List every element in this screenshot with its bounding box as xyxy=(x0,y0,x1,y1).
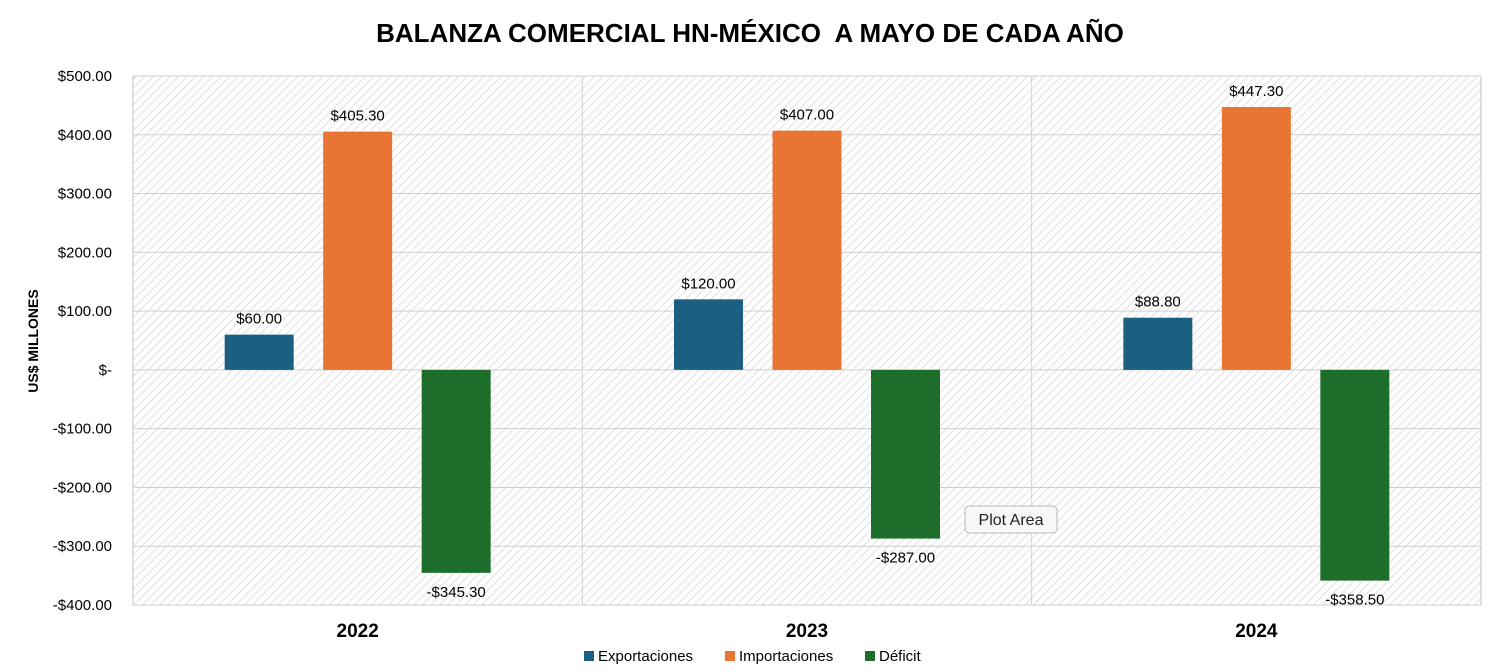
legend-label: Déficit xyxy=(879,648,922,665)
data-label: $447.30 xyxy=(1229,83,1283,100)
data-label: -$345.30 xyxy=(427,584,486,601)
y-tick-label: $500.00 xyxy=(58,68,112,85)
data-label: $405.30 xyxy=(331,108,385,125)
y-axis-title: US$ MILLONES xyxy=(25,289,41,392)
legend-swatch xyxy=(725,651,735,661)
bar-importaciones[interactable] xyxy=(1221,106,1291,370)
plot-area-tooltip: Plot Area xyxy=(964,505,1058,534)
y-tick-label: $200.00 xyxy=(58,244,112,261)
x-tick-label: 2022 xyxy=(337,621,379,642)
legend-swatch xyxy=(865,651,875,661)
y-tick-label: -$300.00 xyxy=(53,538,112,555)
legend-swatch xyxy=(584,651,594,661)
y-tick-label: $300.00 xyxy=(58,186,112,203)
bar-exportaciones[interactable] xyxy=(674,299,743,370)
legend-label: Importaciones xyxy=(739,648,833,665)
x-axis-ticks: 2022 2023 2024 xyxy=(337,621,1278,642)
legend-label: Exportaciones xyxy=(598,648,693,665)
y-tick-label: $100.00 xyxy=(58,303,112,320)
y-tick-label: $400.00 xyxy=(58,127,112,144)
chart-title: BALANZA COMERCIAL HN-MÉXICO A MAYO DE CA… xyxy=(376,18,1124,48)
bar-déficit[interactable] xyxy=(1320,369,1390,581)
bar-exportaciones[interactable] xyxy=(1123,317,1193,370)
bar-importaciones[interactable] xyxy=(772,130,842,370)
x-tick-label: 2023 xyxy=(786,621,828,642)
data-label: $60.00 xyxy=(236,311,282,328)
y-axis-ticks: $500.00 $400.00 $300.00 $200.00 $100.00 $- -$1… xyxy=(53,68,112,614)
y-tick-label: -$400.00 xyxy=(53,597,112,614)
tooltip-text: Plot Area xyxy=(979,512,1044,529)
bars xyxy=(224,106,1390,581)
bar-déficit[interactable] xyxy=(421,369,491,573)
legend: Exportaciones Importaciones Déficit xyxy=(584,648,922,665)
y-tick-label: $- xyxy=(99,362,112,379)
bar-déficit[interactable] xyxy=(871,369,940,539)
data-label: $407.00 xyxy=(780,107,834,124)
data-label: -$358.50 xyxy=(1325,592,1384,609)
data-label: -$287.00 xyxy=(876,550,935,567)
bar-exportaciones[interactable] xyxy=(224,334,294,370)
x-tick-label: 2024 xyxy=(1235,621,1278,642)
bar-importaciones[interactable] xyxy=(323,131,393,370)
y-tick-label: -$200.00 xyxy=(53,479,112,496)
data-label: $88.80 xyxy=(1135,294,1181,311)
y-tick-label: -$100.00 xyxy=(53,421,112,438)
data-label: $120.00 xyxy=(681,275,735,292)
data-labels: $60.00 $405.30 -$345.30 $120.00 $407.00 -$287… xyxy=(236,83,1384,609)
